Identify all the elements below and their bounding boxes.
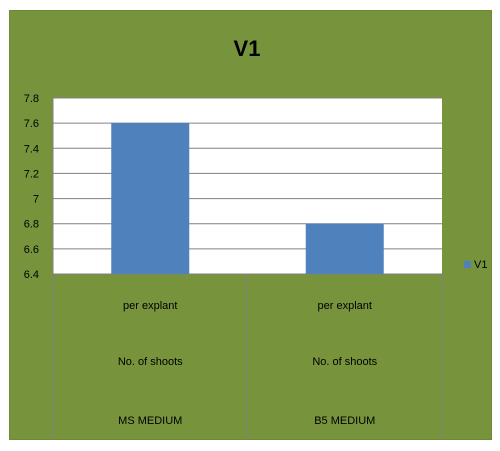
y-tick-label: 7.8 [24, 93, 39, 105]
legend-swatch [464, 261, 471, 268]
category-label: B5 MEDIUM [314, 415, 375, 427]
bar [305, 223, 384, 274]
category-label: MS MEDIUM [118, 415, 182, 427]
category-label: No. of shoots [312, 356, 377, 368]
chart-title: V1 [234, 36, 261, 61]
y-tick-label: 7.4 [24, 143, 39, 155]
category-label: per explant [318, 300, 372, 312]
category-label: No. of shoots [118, 356, 183, 368]
legend-label: V1 [474, 259, 487, 271]
y-tick-label: 7 [33, 194, 39, 206]
y-tick-label: 7.2 [24, 168, 39, 180]
y-tick-label: 7.6 [24, 118, 39, 130]
plot-area: 7.8 7.6 7.4 7.2 7 6.8 6.6 6.4 per explant No. of … [24, 93, 443, 440]
legend: V1 [464, 259, 487, 271]
y-tick-label: 6.6 [24, 244, 39, 256]
y-tick-label: 6.8 [24, 219, 39, 231]
bar [111, 123, 190, 275]
category-label: per explant [123, 300, 177, 312]
y-tick-label: 6.4 [24, 269, 39, 281]
